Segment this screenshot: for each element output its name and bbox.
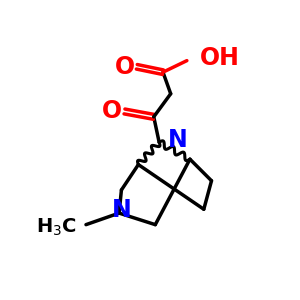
Text: O: O (114, 55, 135, 79)
Text: N: N (112, 198, 131, 222)
Text: O: O (102, 100, 122, 124)
Text: OH: OH (200, 46, 240, 70)
Text: H$_3$C: H$_3$C (36, 216, 77, 238)
Text: N: N (168, 128, 188, 152)
